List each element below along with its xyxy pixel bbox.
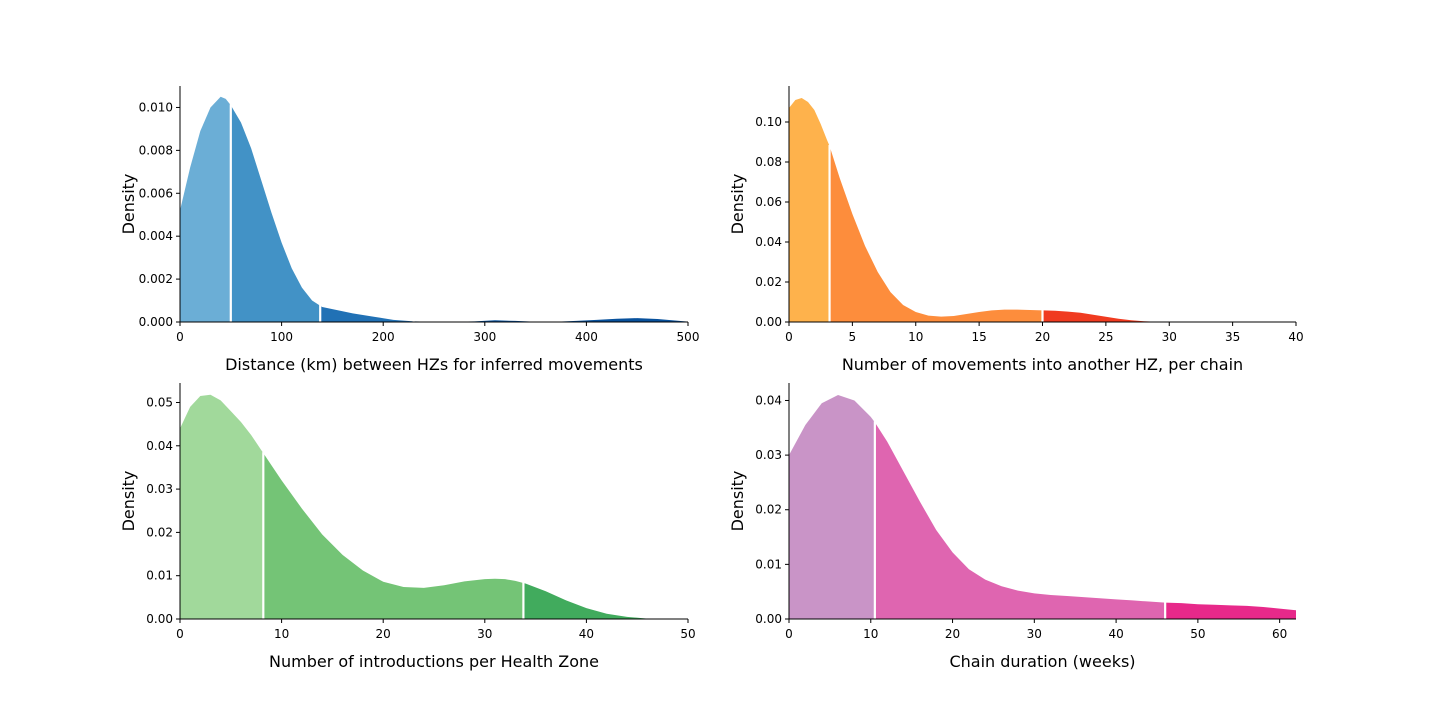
y-tick-label: 0.02 — [755, 275, 782, 289]
y-tick-label: 0.006 — [139, 186, 173, 200]
density-segment-2 — [829, 146, 1043, 322]
x-tick-label: 30 — [1027, 627, 1042, 641]
x-tick-label: 500 — [677, 330, 700, 344]
y-axis-title: Density — [119, 174, 138, 235]
x-tick-label: 30 — [477, 627, 492, 641]
density-segment-2 — [230, 105, 321, 322]
x-tick-label: 20 — [1035, 330, 1050, 344]
y-tick-label: 0.00 — [755, 315, 782, 329]
x-tick-label: 40 — [1108, 627, 1123, 641]
y-tick-label: 0.02 — [755, 503, 782, 517]
x-tick-label: 35 — [1225, 330, 1240, 344]
x-tick-label: 10 — [908, 330, 923, 344]
y-tick-label: 0.04 — [146, 439, 173, 453]
y-tick-label: 0.03 — [755, 448, 782, 462]
density-segment-4 — [413, 318, 688, 322]
x-tick-label: 100 — [270, 330, 293, 344]
x-tick-label: 40 — [1288, 330, 1303, 344]
x-tick-label: 200 — [372, 330, 395, 344]
y-tick-label: 0.05 — [146, 395, 173, 409]
x-tick-label: 10 — [274, 627, 289, 641]
x-tick-label: 0 — [176, 330, 184, 344]
density-segment-2 — [263, 453, 524, 619]
y-axis-title: Density — [728, 471, 747, 532]
y-tick-label: 0.02 — [146, 525, 173, 539]
x-tick-label: 0 — [176, 627, 184, 641]
density-segment-1 — [789, 98, 830, 322]
x-tick-label: 5 — [849, 330, 857, 344]
panel-duration: 0 10 20 30 40 50 60 0.00 0.01 0.02 0.03 0.04 Chain d… — [728, 383, 1296, 671]
y-tick-label: 0.03 — [146, 482, 173, 496]
x-tick-label: 50 — [1190, 627, 1205, 641]
y-tick-label: 0.004 — [139, 229, 173, 243]
y-tick-label: 0.010 — [139, 100, 173, 114]
x-tick-label: 10 — [863, 627, 878, 641]
density-segment-3 — [1165, 602, 1296, 619]
y-tick-label: 0.06 — [755, 195, 782, 209]
x-tick-label: 0 — [785, 627, 793, 641]
x-tick-label: 15 — [971, 330, 986, 344]
density-segment-3 — [1042, 310, 1163, 322]
panel-distance: 0 100 200 300 400 500 0.000 0.002 0.004 0.006 0.00… — [119, 86, 699, 374]
y-tick-label: 0.04 — [755, 235, 782, 249]
x-tick-label: 20 — [376, 627, 391, 641]
y-tick-label: 0.01 — [146, 569, 173, 583]
x-tick-label: 60 — [1272, 627, 1287, 641]
y-tick-label: 0.04 — [755, 393, 782, 407]
y-tick-label: 0.000 — [139, 315, 173, 329]
density-segment-2 — [874, 422, 1166, 619]
y-tick-label: 0.08 — [755, 155, 782, 169]
y-axis-title: Density — [119, 471, 138, 532]
density-segment-1 — [789, 395, 875, 619]
x-tick-label: 20 — [945, 627, 960, 641]
x-tick-label: 300 — [473, 330, 496, 344]
x-tick-label: 50 — [680, 627, 695, 641]
density-segment-3 — [320, 305, 414, 322]
y-tick-label: 0.10 — [755, 115, 782, 129]
panel-movements: 0 5 10 15 20 25 30 35 40 0.00 0.02 0.04 0.06 0.08 0.10… — [728, 86, 1304, 374]
x-tick-label: 30 — [1162, 330, 1177, 344]
x-axis-title: Number of movements into another HZ, per… — [842, 355, 1243, 374]
x-axis-title: Chain duration (weeks) — [949, 652, 1135, 671]
x-tick-label: 25 — [1098, 330, 1113, 344]
x-tick-label: 0 — [785, 330, 793, 344]
y-tick-label: 0.002 — [139, 272, 173, 286]
density-segment-3 — [523, 582, 658, 619]
y-tick-label: 0.008 — [139, 143, 173, 157]
density-segment-1 — [180, 394, 264, 619]
y-tick-label: 0.01 — [755, 557, 782, 571]
panel-introductions: 0 10 20 30 40 50 0.00 0.01 0.02 0.03 0.04 0.05 Numbe… — [119, 383, 696, 671]
x-axis-title: Distance (km) between HZs for inferred m… — [225, 355, 643, 374]
x-tick-label: 400 — [575, 330, 598, 344]
y-tick-label: 0.00 — [755, 612, 782, 626]
density-segment-1 — [180, 96, 231, 322]
x-axis-title: Number of introductions per Health Zone — [269, 652, 599, 671]
y-axis-title: Density — [728, 174, 747, 235]
y-tick-label: 0.00 — [146, 612, 173, 626]
x-tick-label: 40 — [579, 627, 594, 641]
